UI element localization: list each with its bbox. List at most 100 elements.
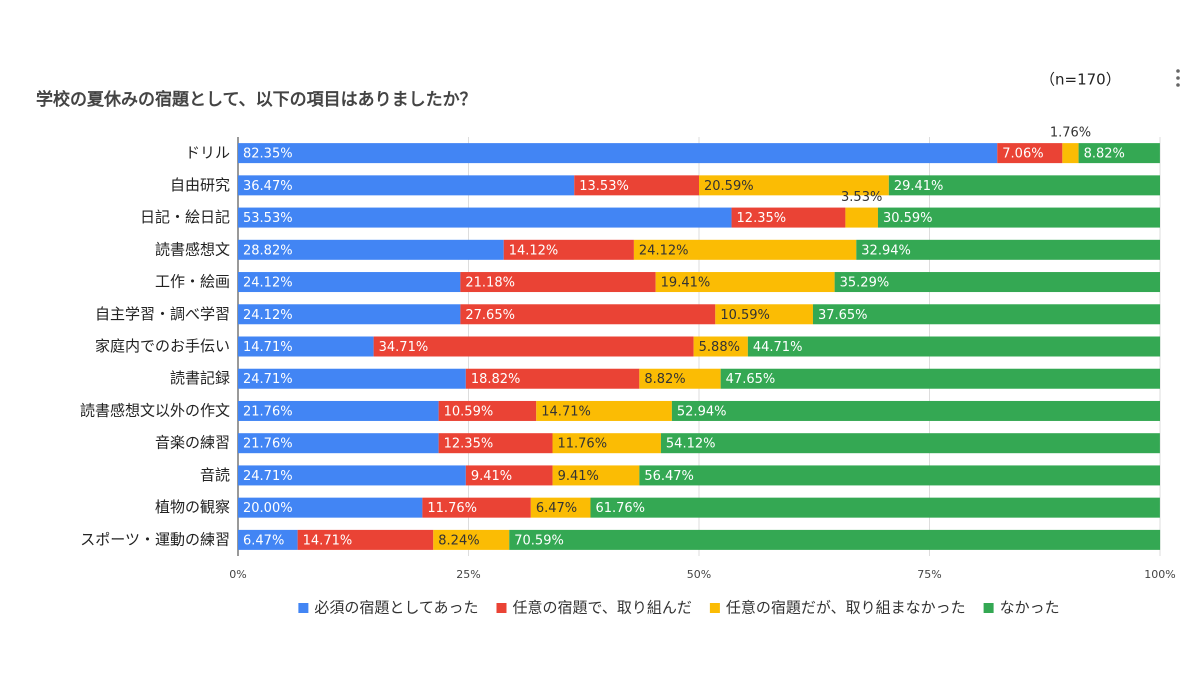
x-tick-label: 25% xyxy=(456,568,480,581)
bar-segment xyxy=(238,304,461,325)
data-label: 47.65% xyxy=(726,372,776,387)
legend-label: 任意の宿題で、取り組んだ xyxy=(512,599,691,617)
data-label: 21.76% xyxy=(243,404,293,419)
bar-segment xyxy=(660,433,1160,454)
data-label: 9.41% xyxy=(558,469,599,484)
menu-icon[interactable] xyxy=(1176,69,1180,87)
bar-segment xyxy=(720,368,1160,389)
data-label: 44.71% xyxy=(753,340,803,355)
data-label: 12.35% xyxy=(444,437,494,452)
data-label: 13.53% xyxy=(579,179,629,194)
data-label: 6.47% xyxy=(243,533,284,548)
bar-segment xyxy=(238,143,998,164)
data-label: 7.06% xyxy=(1002,147,1043,162)
bar-segment xyxy=(238,529,298,550)
bar-segment xyxy=(238,207,732,228)
bar-segment xyxy=(438,400,537,421)
bar-segment xyxy=(238,400,439,421)
bar-segment xyxy=(877,207,1160,228)
legend-marker xyxy=(298,603,309,613)
bar-segment xyxy=(536,400,672,421)
data-label: 19.41% xyxy=(661,276,711,291)
data-label: 29.41% xyxy=(894,179,944,194)
x-tick-label: 50% xyxy=(687,568,711,581)
data-label: 8.24% xyxy=(438,533,479,548)
bar-segment xyxy=(639,465,1160,486)
bar-segment xyxy=(856,239,1160,260)
bar-segment xyxy=(747,336,1161,357)
data-label: 32.94% xyxy=(861,243,911,258)
bar-segment xyxy=(888,175,1160,196)
data-label: 34.71% xyxy=(379,340,429,355)
legend: 必須の宿題としてあった 任意の宿題で、取り組んだ 任意の宿題だが、取り組まなかった な… xyxy=(298,599,1060,617)
bar-segment xyxy=(238,368,466,389)
data-label: 70.59% xyxy=(514,533,564,548)
legend-label: 任意の宿題だが、取り組まなかった xyxy=(726,599,966,617)
y-tick-label: 植物の観察 xyxy=(155,498,230,516)
data-label: 27.65% xyxy=(465,308,515,323)
y-tick-label: ドリル xyxy=(185,144,230,162)
bar-segment xyxy=(552,433,661,454)
bar-segment xyxy=(699,175,889,196)
data-label: 12.35% xyxy=(737,211,787,226)
bar-segment xyxy=(238,497,423,518)
legend-marker xyxy=(496,603,507,613)
data-label: 61.76% xyxy=(595,501,645,516)
data-label: 9.41% xyxy=(471,469,512,484)
bar-segment xyxy=(503,239,634,260)
y-tick-label: 読書感想文以外の作文 xyxy=(80,401,230,419)
data-label: 53.53% xyxy=(243,211,293,226)
bar-segment xyxy=(633,239,857,260)
y-tick-label: 音読 xyxy=(200,466,230,484)
data-label: 24.12% xyxy=(243,308,293,323)
x-tick-label: 75% xyxy=(917,568,941,581)
bar-segment xyxy=(1062,143,1079,164)
annotation: （n=170） xyxy=(1040,71,1121,89)
bar-segment xyxy=(238,336,374,357)
data-label: 82.35% xyxy=(243,147,293,162)
bar-segment xyxy=(715,304,813,325)
data-label: 24.71% xyxy=(243,469,293,484)
bar-segment xyxy=(834,272,1160,293)
bar-segment xyxy=(812,304,1161,325)
data-label: 24.71% xyxy=(243,372,293,387)
data-label: 24.12% xyxy=(639,243,689,258)
data-label: 8.82% xyxy=(1084,147,1125,162)
bar-segment xyxy=(845,207,878,228)
data-label: 56.47% xyxy=(644,469,694,484)
data-label: 8.82% xyxy=(644,372,685,387)
bar-segment xyxy=(460,272,656,293)
data-label: 10.59% xyxy=(720,308,770,323)
data-label: 24.12% xyxy=(243,276,293,291)
bar-segment xyxy=(671,400,1160,421)
bar-segment xyxy=(460,304,716,325)
bar-segment xyxy=(465,368,640,389)
data-label: 10.59% xyxy=(444,404,494,419)
bar-segment xyxy=(373,336,694,357)
menu-dot xyxy=(1176,76,1180,80)
legend-marker xyxy=(709,603,720,613)
bar-segment xyxy=(465,465,553,486)
legend-marker xyxy=(983,603,994,613)
y-tick-label: 家庭内でのお手伝い xyxy=(95,337,230,355)
bar-segment xyxy=(639,368,721,389)
data-label: 14.12% xyxy=(509,243,559,258)
data-label: 18.82% xyxy=(471,372,521,387)
bar-segment xyxy=(238,433,439,454)
legend-label: 必須の宿題としてあった xyxy=(314,599,478,617)
data-label: 52.94% xyxy=(677,404,727,419)
bar-segment xyxy=(731,207,846,228)
bar-segment xyxy=(297,529,434,550)
bar-segment xyxy=(530,497,591,518)
menu-dot xyxy=(1176,69,1180,73)
bar-segment xyxy=(238,239,504,260)
bar-segment xyxy=(422,497,531,518)
x-tick-label: 0% xyxy=(229,568,246,581)
y-tick-label: 音楽の練習 xyxy=(155,434,230,452)
data-label: 54.12% xyxy=(666,437,716,452)
data-label: 37.65% xyxy=(818,308,868,323)
data-label: 28.82% xyxy=(243,243,293,258)
bar-segment xyxy=(655,272,835,293)
legend-label: なかった xyxy=(1000,599,1060,617)
